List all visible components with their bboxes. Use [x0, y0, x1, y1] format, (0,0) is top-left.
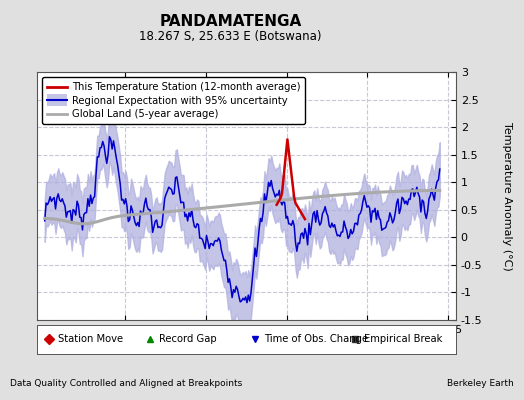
Text: PANDAMATENGA: PANDAMATENGA: [159, 14, 302, 29]
Text: Empirical Break: Empirical Break: [365, 334, 443, 344]
Text: Station Move: Station Move: [59, 334, 124, 344]
Text: Data Quality Controlled and Aligned at Breakpoints: Data Quality Controlled and Aligned at B…: [10, 379, 243, 388]
Text: Time of Obs. Change: Time of Obs. Change: [264, 334, 368, 344]
Y-axis label: Temperature Anomaly (°C): Temperature Anomaly (°C): [502, 122, 512, 270]
Text: Record Gap: Record Gap: [159, 334, 217, 344]
Text: Berkeley Earth: Berkeley Earth: [447, 379, 514, 388]
Text: 18.267 S, 25.633 E (Botswana): 18.267 S, 25.633 E (Botswana): [139, 30, 322, 43]
Legend: This Temperature Station (12-month average), Regional Expectation with 95% uncer: This Temperature Station (12-month avera…: [42, 77, 305, 124]
